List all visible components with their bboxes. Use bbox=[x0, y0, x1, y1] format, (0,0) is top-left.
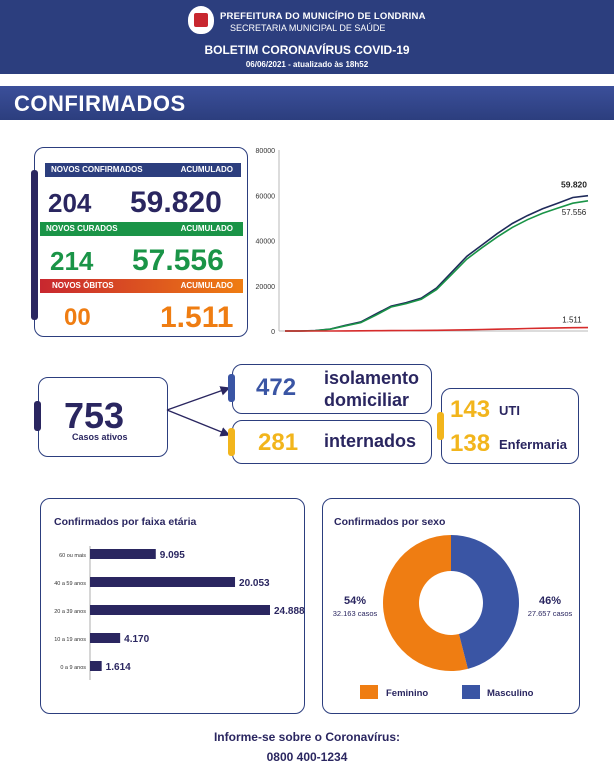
summary-panel bbox=[34, 147, 248, 337]
sex-chart-title: Confirmados por sexo bbox=[334, 516, 446, 528]
age-bar bbox=[90, 577, 236, 587]
active-cases-value: 753 bbox=[64, 395, 125, 436]
uti-label: UTI bbox=[499, 403, 520, 418]
internados-accent-bar bbox=[228, 428, 235, 456]
curados-acumulado-label: ACUMULADO bbox=[180, 224, 233, 233]
active-cases-label: Casos ativos bbox=[72, 432, 128, 442]
internados-label: internados bbox=[324, 431, 417, 451]
masculino-cases: 27.657 casos bbox=[528, 609, 573, 618]
end-label-curados: 57.556 bbox=[562, 208, 587, 217]
confirmados-acumulado-label: ACUMULADO bbox=[180, 165, 233, 174]
age-chart-title: Confirmados por faixa etária bbox=[54, 516, 197, 528]
age-value-label: 20.053 bbox=[239, 578, 270, 589]
novos-curados-label: NOVOS CURADOS bbox=[46, 224, 118, 233]
bulletin-title: BOLETIM CORONAVÍRUS COVID-19 bbox=[204, 43, 410, 57]
summary-accent-bar bbox=[31, 170, 38, 320]
hospital-accent-bar bbox=[437, 412, 444, 440]
donut-slice-masculino bbox=[451, 535, 519, 669]
age-category-label: 10 a 19 anos bbox=[54, 637, 86, 643]
obitos-acumulado-label: ACUMULADO bbox=[180, 281, 233, 290]
bulletin-date: 06/06/2021 - atualizado às 18h52 bbox=[245, 60, 369, 69]
header-line1: PREFEITURA DO MUNICÍPIO DE LONDRINA bbox=[220, 11, 426, 22]
active-accent-bar bbox=[34, 401, 41, 431]
y-tick-label: 0 bbox=[271, 329, 275, 336]
sex-donut-chart: 54% 32.163 casos 46% 27.657 casos Feminino Ma… bbox=[333, 535, 573, 699]
legend-label-feminino: Feminino bbox=[386, 688, 428, 699]
feminino-cases: 32.163 casos bbox=[333, 609, 378, 618]
internados-value: 281 bbox=[258, 429, 299, 456]
cumulative-line-chart: 80000 60000 40000 20000 0 59.820 57.556 1.511 bbox=[256, 148, 589, 336]
isolamento-value: 472 bbox=[256, 374, 297, 401]
obitos-label-bar: NOVOS ÓBITOS ACUMULADO bbox=[40, 279, 243, 293]
legend-swatch-masculino bbox=[462, 685, 480, 699]
end-label-obitos: 1.511 bbox=[562, 316, 582, 325]
confirmados-label-bar: NOVOS CONFIRMADOS ACUMULADO bbox=[45, 163, 241, 177]
age-category-label: 20 a 39 anos bbox=[54, 609, 86, 615]
age-bar bbox=[90, 549, 156, 559]
novos-obitos-value: 00 bbox=[64, 304, 91, 331]
flow-arrows bbox=[166, 386, 231, 437]
header-banner: PREFEITURA DO MUNICÍPIO DE LONDRINA SECR… bbox=[0, 0, 614, 74]
isolamento-label-1: isolamento bbox=[324, 368, 420, 388]
age-value-label: 24.888 bbox=[274, 606, 305, 617]
sex-chart-panel bbox=[322, 498, 580, 714]
end-label-confirmados: 59.820 bbox=[561, 180, 587, 190]
novos-confirmados-value: 204 bbox=[48, 188, 92, 218]
age-category-label: 60 ou mais bbox=[59, 553, 86, 559]
series-line-óbitos bbox=[285, 326, 589, 332]
age-category-label: 40 a 59 anos bbox=[54, 581, 86, 587]
obitos-acumulado-value: 1.511 bbox=[160, 301, 234, 334]
donut-slice-feminino bbox=[383, 535, 468, 671]
age-bar bbox=[90, 605, 270, 615]
age-value-label: 1.614 bbox=[106, 662, 131, 673]
enfermaria-label: Enfermaria bbox=[499, 437, 567, 452]
section-title: CONFIRMADOS bbox=[14, 91, 186, 116]
age-bar bbox=[90, 633, 121, 643]
isolamento-box bbox=[232, 364, 432, 414]
header-line2: SECRETARIA MUNICIPAL DE SAÚDE bbox=[230, 23, 386, 33]
arrow-to-internados bbox=[166, 409, 231, 437]
isolamento-accent-bar bbox=[228, 374, 235, 402]
novos-curados-value: 214 bbox=[50, 246, 94, 276]
internados-box bbox=[232, 420, 432, 464]
y-tick-label: 60000 bbox=[256, 193, 276, 200]
y-tick-label: 40000 bbox=[256, 239, 276, 246]
active-cases-box bbox=[38, 377, 168, 457]
curados-label-bar: NOVOS CURADOS ACUMULADO bbox=[40, 222, 243, 236]
age-category-label: 0 a 9 anos bbox=[60, 665, 86, 671]
y-tick-label: 20000 bbox=[256, 284, 276, 291]
age-value-label: 4.170 bbox=[124, 634, 149, 645]
y-tick-label: 80000 bbox=[256, 148, 276, 155]
masculino-percent: 46% bbox=[539, 595, 561, 607]
enfermaria-value: 138 bbox=[450, 430, 491, 457]
section-banner: CONFIRMADOS bbox=[0, 86, 614, 120]
footer-phone[interactable]: 0800 400-1234 bbox=[266, 750, 348, 764]
city-crest-icon bbox=[188, 6, 214, 34]
confirmados-acumulado-value: 59.820 bbox=[130, 186, 222, 219]
novos-obitos-label: NOVOS ÓBITOS bbox=[52, 281, 114, 290]
novos-confirmados-label: NOVOS CONFIRMADOS bbox=[51, 165, 143, 174]
isolamento-label-2: domiciliar bbox=[324, 390, 410, 410]
legend-swatch-feminino bbox=[360, 685, 378, 699]
series-line-curados bbox=[285, 200, 589, 332]
legend-label-masculino: Masculino bbox=[487, 688, 534, 699]
curados-acumulado-value: 57.556 bbox=[132, 244, 224, 277]
age-bar bbox=[90, 661, 102, 671]
series-line-confirmados bbox=[285, 194, 589, 332]
age-bar-chart: 60 ou mais 9.095 40 a 59 anos 20.053 20 a 39… bbox=[54, 546, 305, 680]
footer-info: Informe-se sobre o Coronavírus: bbox=[213, 730, 401, 744]
arrow-to-isolamento bbox=[166, 386, 231, 411]
feminino-percent: 54% bbox=[344, 595, 366, 607]
uti-value: 143 bbox=[450, 396, 491, 423]
age-value-label: 9.095 bbox=[160, 550, 185, 561]
